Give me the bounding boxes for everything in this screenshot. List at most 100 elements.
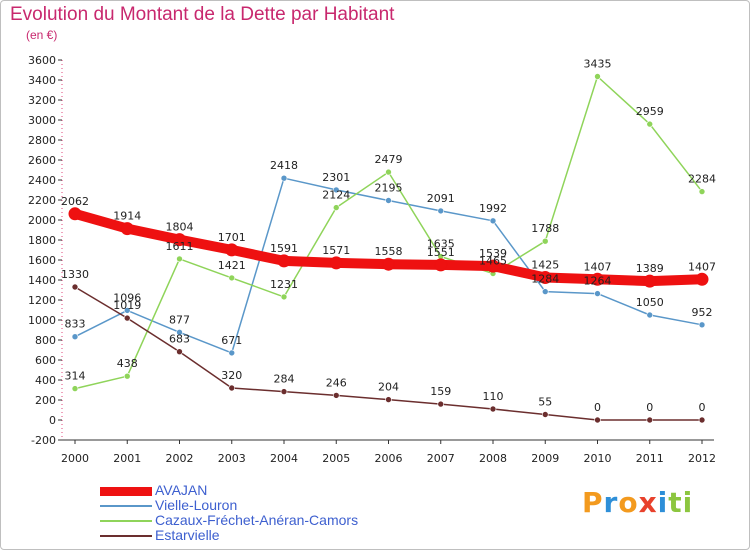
y-tick-label: -200 xyxy=(31,434,56,447)
data-label: 1231 xyxy=(270,278,298,291)
y-tick-label: 2600 xyxy=(28,154,56,167)
data-point xyxy=(71,385,79,392)
y-tick-label: 1400 xyxy=(28,274,56,287)
data-label: 1050 xyxy=(636,296,664,309)
logo-letter: P xyxy=(582,486,604,519)
data-point xyxy=(123,307,131,314)
x-tick-label: 2005 xyxy=(322,452,350,465)
data-label: 1407 xyxy=(688,260,716,273)
x-tick-label: 2008 xyxy=(479,452,507,465)
data-point xyxy=(646,416,654,424)
data-point xyxy=(698,321,706,329)
data-label: 0 xyxy=(646,401,653,414)
data-point xyxy=(228,349,236,357)
data-label: 1591 xyxy=(270,242,298,255)
data-point xyxy=(176,255,183,263)
data-point xyxy=(695,272,709,286)
data-label: 2124 xyxy=(322,189,350,202)
data-point xyxy=(437,400,445,408)
y-tick-label: 800 xyxy=(35,334,56,347)
data-point xyxy=(280,174,288,182)
data-label: 159 xyxy=(430,385,451,398)
data-point xyxy=(698,188,706,195)
y-tick-label: 600 xyxy=(35,354,56,367)
y-tick-label: 1200 xyxy=(28,294,56,307)
data-point xyxy=(541,288,549,295)
x-tick-label: 2003 xyxy=(218,452,246,465)
y-tick-label: 3400 xyxy=(28,74,56,87)
data-point xyxy=(120,222,134,236)
data-label: 2418 xyxy=(270,159,298,172)
data-point xyxy=(176,348,183,356)
data-label: 1571 xyxy=(322,244,350,257)
data-label: 952 xyxy=(692,306,713,319)
x-tick-label: 2010 xyxy=(584,452,612,465)
data-point xyxy=(594,416,601,424)
data-point xyxy=(332,204,340,211)
data-point xyxy=(489,217,497,225)
data-label: 0 xyxy=(594,401,601,414)
data-point xyxy=(434,258,448,272)
data-point xyxy=(698,416,706,424)
data-label: 1992 xyxy=(479,202,507,215)
data-point xyxy=(228,274,236,282)
y-tick-label: 2200 xyxy=(28,194,56,207)
data-label: 1701 xyxy=(218,231,246,244)
y-tick-label: 2800 xyxy=(28,134,56,147)
data-point xyxy=(332,186,340,194)
x-tick-label: 2012 xyxy=(688,452,716,465)
chart-title: Evolution du Montant de la Dette par Hab… xyxy=(10,4,395,25)
data-label: 438 xyxy=(117,357,138,370)
data-point xyxy=(591,272,604,286)
x-tick-label: 2004 xyxy=(270,452,298,465)
data-label: 55 xyxy=(538,396,552,409)
legend-item-cazaux: Cazaux-Fréchet-Anéran-Camors xyxy=(100,512,420,529)
data-point xyxy=(123,314,131,322)
logo-letter: t xyxy=(668,486,683,519)
y-tick-label: 2400 xyxy=(28,174,56,187)
data-point xyxy=(541,237,549,245)
data-label: 1389 xyxy=(636,262,664,275)
data-point xyxy=(71,333,79,341)
data-label: 314 xyxy=(65,370,86,383)
data-label: 1096 xyxy=(113,291,141,304)
data-point xyxy=(123,372,131,380)
data-label: 1611 xyxy=(166,240,194,253)
data-label: 1425 xyxy=(531,259,559,272)
y-tick-label: 0 xyxy=(49,414,56,427)
legend-swatch-estarvielle xyxy=(100,535,152,537)
logo-letter: r xyxy=(603,486,619,519)
data-point xyxy=(594,290,601,297)
x-tick-label: 2000 xyxy=(61,452,89,465)
x-tick-label: 2002 xyxy=(166,452,194,465)
x-tick-label: 2007 xyxy=(427,452,455,465)
data-point xyxy=(71,283,79,291)
legend-item-avajan: AVAJAN xyxy=(100,482,420,499)
data-label: 2062 xyxy=(61,195,89,208)
data-point xyxy=(385,197,392,204)
data-point xyxy=(280,388,288,395)
data-point xyxy=(68,207,82,221)
y-tick-label: 3000 xyxy=(28,114,56,127)
data-point xyxy=(173,233,186,247)
logo-letter: o xyxy=(618,486,639,519)
data-label: 1421 xyxy=(218,259,246,272)
data-point xyxy=(228,384,236,392)
data-point xyxy=(332,392,340,399)
data-label: 1284 xyxy=(531,273,559,286)
data-label: 2284 xyxy=(688,173,716,186)
y-tick-label: 1800 xyxy=(28,234,56,247)
y-tick-label: 200 xyxy=(35,394,56,407)
y-tick-label: 400 xyxy=(35,374,56,387)
data-label: 3435 xyxy=(584,58,612,71)
data-label: 671 xyxy=(221,334,242,347)
data-label: 1465 xyxy=(479,255,507,268)
data-label: 2091 xyxy=(427,192,455,205)
data-point xyxy=(329,256,343,270)
data-point xyxy=(385,168,392,176)
y-tick-label: 1600 xyxy=(28,254,56,267)
data-label: 2301 xyxy=(322,171,350,184)
data-point xyxy=(486,259,500,273)
legend-swatch-vielle-louron xyxy=(100,505,152,507)
